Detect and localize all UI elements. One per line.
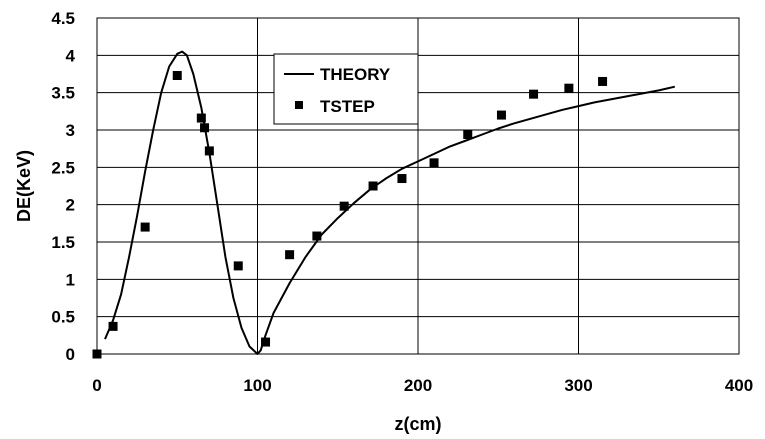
data-point-tstep bbox=[463, 129, 473, 139]
data-point-tstep bbox=[397, 174, 407, 184]
y-tick-label: 3 bbox=[66, 121, 75, 140]
data-point-tstep bbox=[233, 261, 243, 271]
data-point-tstep bbox=[598, 76, 608, 86]
y-axis-title: DE(KeV) bbox=[14, 150, 34, 222]
data-point-tstep bbox=[196, 113, 206, 123]
x-tick-labels: 0 100 200 300 400 bbox=[92, 376, 753, 395]
data-point-tstep bbox=[339, 201, 349, 211]
y-tick-label: 0 bbox=[66, 345, 75, 364]
data-point-tstep bbox=[200, 123, 210, 133]
data-point-tstep bbox=[172, 70, 182, 80]
x-tick-label: 300 bbox=[564, 376, 592, 395]
x-tick-label: 200 bbox=[404, 376, 432, 395]
data-point-tstep bbox=[108, 321, 118, 331]
y-tick-label: 4 bbox=[66, 46, 76, 65]
legend-label-tstep: TSTEP bbox=[320, 97, 375, 116]
x-tick-label: 0 bbox=[92, 376, 101, 395]
data-point-tstep bbox=[429, 158, 439, 168]
y-tick-label: 2.5 bbox=[51, 158, 75, 177]
legend-marker-tstep bbox=[295, 101, 303, 109]
legend: THEORY TSTEP bbox=[273, 53, 419, 125]
y-tick-labels: 0 0.5 1 1.5 2 2.5 3 3.5 4 4.5 bbox=[51, 9, 75, 364]
plot-frame bbox=[96, 17, 740, 355]
data-point-tstep bbox=[529, 89, 539, 99]
y-tick-label: 2 bbox=[66, 196, 75, 215]
data-point-tstep bbox=[140, 222, 150, 232]
y-tick-label: 0.5 bbox=[51, 308, 75, 327]
y-tick-label: 1 bbox=[66, 270, 75, 289]
series-layer bbox=[92, 50, 676, 359]
data-point-tstep bbox=[496, 110, 506, 120]
data-point-tstep bbox=[368, 181, 378, 191]
y-tick-label: 4.5 bbox=[51, 9, 75, 28]
y-tick-label: 1.5 bbox=[51, 233, 75, 252]
data-point-tstep bbox=[312, 231, 322, 241]
data-point-tstep bbox=[261, 337, 271, 347]
data-point-tstep bbox=[204, 146, 214, 156]
y-tick-label: 3.5 bbox=[51, 84, 75, 103]
data-point-tstep bbox=[564, 83, 574, 93]
data-point-tstep bbox=[92, 349, 102, 359]
legend-label-theory: THEORY bbox=[320, 65, 391, 84]
x-tick-label: 100 bbox=[243, 376, 271, 395]
x-axis-title: z(cm) bbox=[394, 414, 441, 434]
x-tick-label: 400 bbox=[725, 376, 753, 395]
legend-box bbox=[273, 53, 419, 125]
series-line-theory bbox=[104, 50, 676, 355]
data-point-tstep bbox=[285, 250, 295, 260]
